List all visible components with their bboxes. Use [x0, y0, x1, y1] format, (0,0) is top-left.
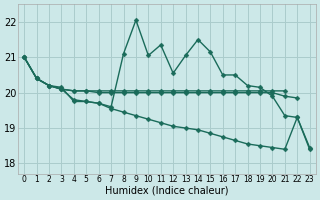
X-axis label: Humidex (Indice chaleur): Humidex (Indice chaleur) — [105, 186, 229, 196]
